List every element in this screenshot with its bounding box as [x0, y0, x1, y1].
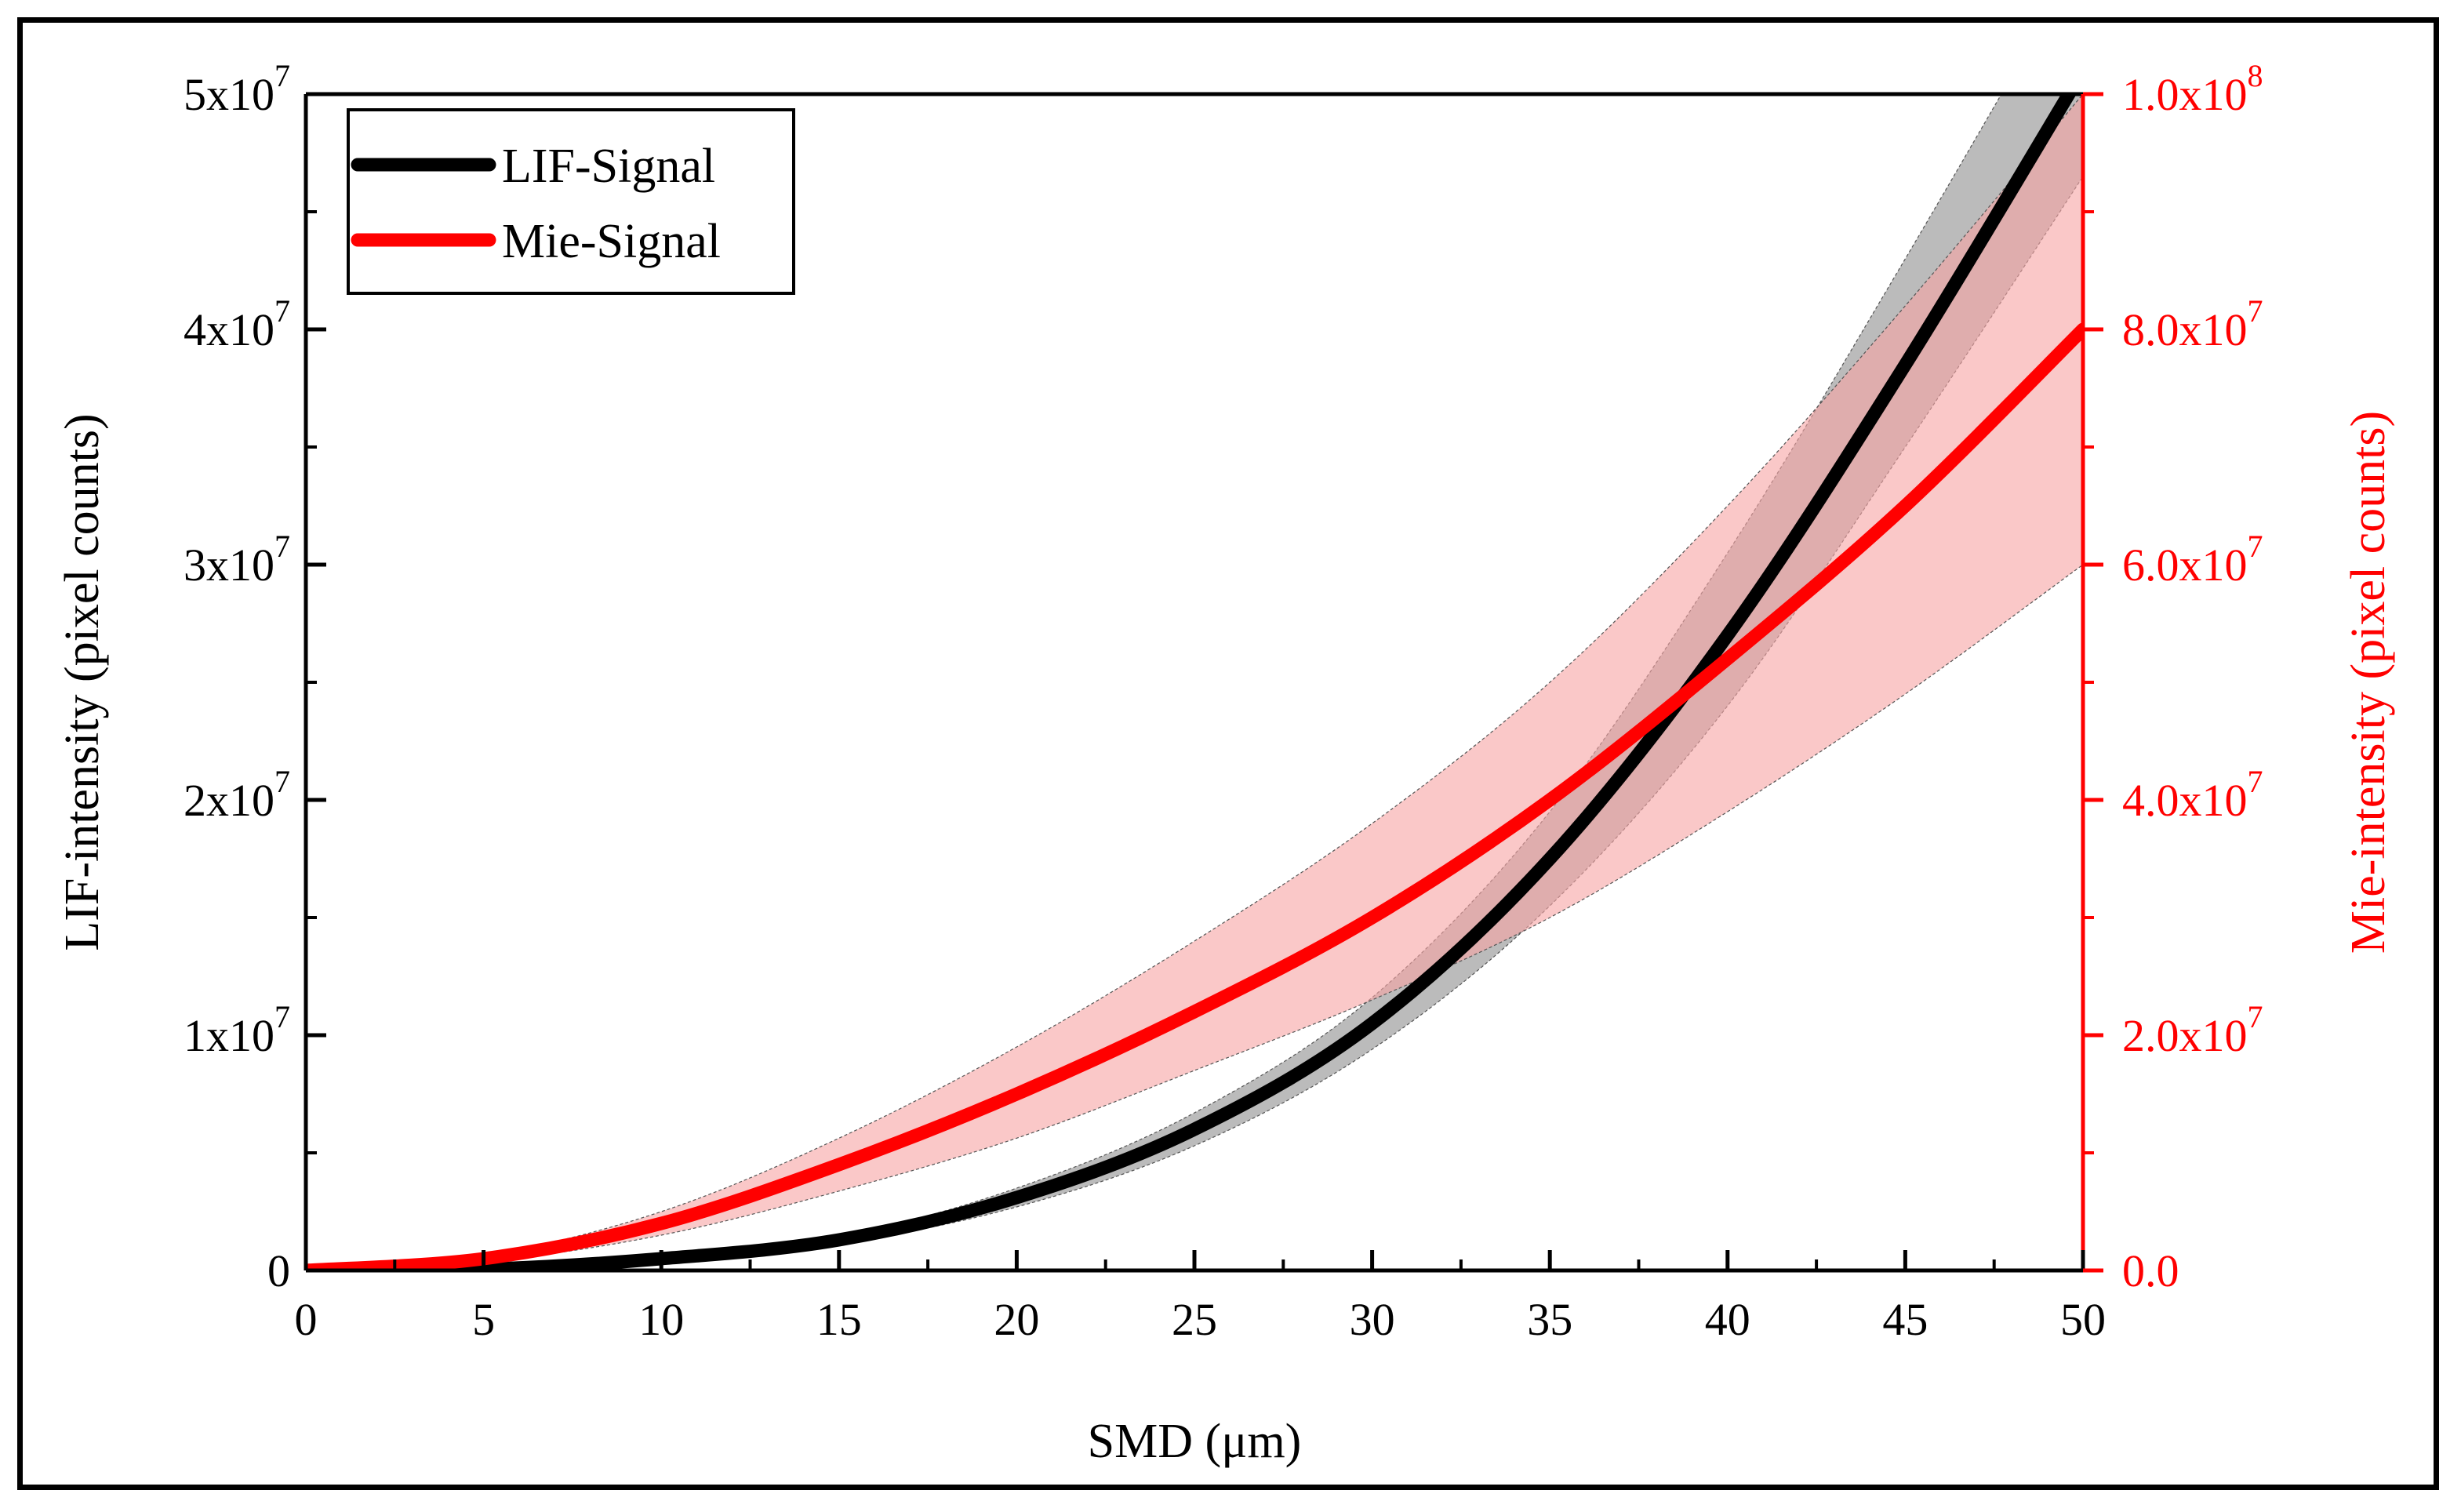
y-left-tick-label-mantissa: 1x10	[184, 1010, 274, 1061]
y-right-tick-label: 4.0x107	[2122, 764, 2263, 826]
x-tick-label: 5	[472, 1294, 495, 1345]
y-right-tick-label: 6.0x107	[2122, 529, 2263, 591]
x-tick-label: 40	[1705, 1294, 1750, 1345]
y-right-tick-label: 1.0x108	[2122, 58, 2263, 120]
legend-box	[347, 108, 795, 295]
x-tick-label: 35	[1527, 1294, 1572, 1345]
y-right-tick-label-exponent: 7	[2248, 293, 2263, 329]
y-right-tick-label: 2.0x107	[2122, 999, 2263, 1061]
y-right-tick-label-exponent: 7	[2248, 529, 2263, 564]
y-left-tick-label-mantissa: 5x10	[184, 69, 274, 120]
y-left-tick-label: 4x107	[184, 293, 290, 355]
y-left-tick-label-exponent: 7	[274, 999, 290, 1034]
x-tick-label: 10	[638, 1294, 684, 1345]
y-left-tick-label-exponent: 7	[274, 58, 290, 93]
lif-signalline	[306, 94, 2077, 1270]
y-right-tick-label-mantissa: 6.0x10	[2122, 540, 2248, 591]
y-left-tick-label-mantissa: 4x10	[184, 304, 274, 355]
y-left-tick-label: 2x107	[184, 764, 290, 826]
y-left-axis-title: LIF-intensity (pixel counts)	[56, 413, 109, 950]
y-left-tick-label-mantissa: 2x10	[184, 775, 274, 826]
x-axis-title: SMD (μm)	[1088, 1415, 1302, 1468]
x-tick-label: 0	[295, 1294, 318, 1345]
x-tick-label: 50	[2060, 1294, 2106, 1345]
y-left-tick-label-mantissa: 0	[267, 1245, 290, 1296]
legend-label-lif-signal: LIF-Signal	[502, 140, 715, 193]
y-left-tick-label-exponent: 7	[274, 764, 290, 799]
y-right-tick-label-mantissa: 8.0x10	[2122, 304, 2248, 355]
y-right-tick-label: 8.0x107	[2122, 293, 2263, 355]
y-left-tick-label: 3x107	[184, 529, 290, 591]
x-tick-label: 30	[1350, 1294, 1395, 1345]
x-tick-label: 25	[1172, 1294, 1217, 1345]
y-right-tick-label-mantissa: 0.0	[2122, 1245, 2179, 1296]
confidence-bands	[306, 94, 2083, 1270]
y-left-tick-label-exponent: 7	[274, 293, 290, 329]
series-lines	[306, 94, 2083, 1270]
y-right-tick-label-exponent: 7	[2248, 764, 2263, 799]
y-right-tick-label-mantissa: 2.0x10	[2122, 1010, 2248, 1061]
y-left-tick-label: 0	[267, 1245, 290, 1296]
legend-label-mie-signal: Mie-Signal	[502, 215, 721, 268]
y-left-tick-label: 5x107	[184, 58, 290, 120]
y-left-tick-label-mantissa: 3x10	[184, 540, 274, 591]
y-right-tick-label-exponent: 8	[2248, 58, 2263, 93]
y-right-tick-label-exponent: 7	[2248, 999, 2263, 1034]
y-right-tick-label: 0.0	[2122, 1245, 2179, 1296]
mie-signalline	[306, 322, 2083, 1270]
y-left-tick-label: 1x107	[184, 999, 290, 1061]
y-left-tick-label-exponent: 7	[274, 529, 290, 564]
x-tick-label: 20	[994, 1294, 1039, 1345]
legend[interactable]: LIF-Signal Mie-Signal	[347, 108, 795, 295]
x-tick-label: 45	[1882, 1294, 1928, 1345]
mie-signalband	[306, 94, 2083, 1270]
x-tick-label: 15	[816, 1294, 862, 1345]
y-right-axis-title: Mie-intensity (pixel counts)	[2342, 411, 2395, 954]
y-right-tick-label-mantissa: 1.0x10	[2122, 69, 2248, 120]
y-right-tick-label-mantissa: 4.0x10	[2122, 775, 2248, 826]
